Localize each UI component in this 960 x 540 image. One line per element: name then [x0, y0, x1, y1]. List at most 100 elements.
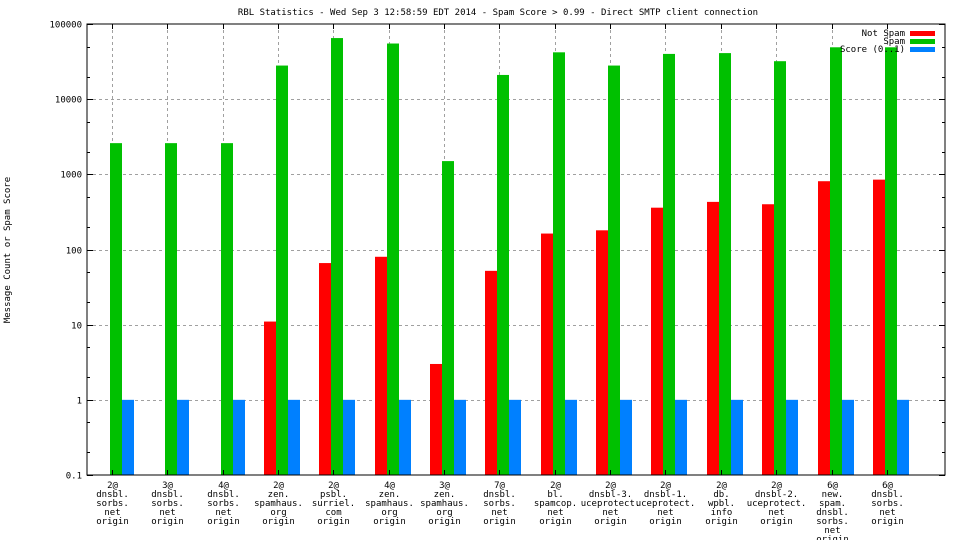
bar-score-0-1	[565, 399, 577, 475]
bar-spam	[165, 143, 177, 475]
bar-not-spam	[873, 179, 885, 475]
x-tick-label: origin	[594, 517, 627, 527]
bar-not-spam	[430, 363, 442, 475]
x-tick-label: new.	[822, 490, 844, 500]
x-tick-label: net	[879, 508, 895, 518]
x-tick-label: 6@	[882, 481, 893, 491]
x-tick-label: net	[824, 526, 840, 536]
x-tick-label: origin	[207, 517, 240, 527]
legend-label: Not Spam	[862, 29, 905, 39]
bar-score-0-1	[509, 399, 521, 475]
x-tick-label: net	[602, 508, 618, 518]
x-tick-label: net	[104, 508, 120, 518]
bar-not-spam	[707, 201, 719, 476]
bar-not-spam	[596, 230, 608, 475]
x-tick-label: 2@	[660, 481, 671, 491]
legend-label: Score (0..1)	[840, 45, 905, 55]
x-tick-label: spamhaus.	[365, 499, 414, 509]
bar-not-spam	[762, 204, 774, 475]
plot-frame	[86, 23, 946, 476]
x-tick-label: surriel.	[312, 499, 355, 509]
x-tick-label: 2@	[328, 481, 339, 491]
x-tick-label: org	[381, 508, 397, 518]
bar-spam	[885, 47, 897, 475]
x-tick-label: dnsbl.	[151, 490, 184, 500]
x-tick-label: uceprotect.	[747, 499, 807, 509]
bar-score-0-1	[731, 399, 743, 475]
x-tick-label: org	[436, 508, 452, 518]
x-tick-label: origin	[649, 517, 682, 527]
x-tick-labels: 2@dnsbl.sorbs.netorigin3@dnsbl.sorbs.net…	[96, 481, 904, 540]
bar-not-spam	[319, 263, 331, 475]
x-tick-label: info	[711, 508, 733, 518]
x-tick-label: 7@	[494, 481, 505, 491]
x-tick-label: spamhaus.	[254, 499, 303, 509]
x-tick-label: origin	[262, 517, 295, 527]
x-tick-label: uceprotect.	[636, 499, 696, 509]
y-tick-label: 100000	[49, 21, 82, 31]
x-tick-label: bl.	[547, 490, 563, 500]
bar-spam	[331, 38, 343, 475]
x-tick-label: sorbs.	[816, 517, 849, 527]
legend-swatch	[910, 39, 935, 44]
x-tick-label: origin	[317, 517, 350, 527]
axis-ticks	[87, 24, 945, 476]
x-tick-label: net	[768, 508, 784, 518]
bar-not-spam	[375, 256, 387, 475]
bar-score-0-1	[343, 399, 355, 475]
bar-spam	[221, 143, 233, 475]
x-tick-label: net	[159, 508, 175, 518]
x-tick-label: 6@	[827, 481, 838, 491]
bar-spam	[719, 53, 731, 476]
x-tick-label: origin	[96, 517, 129, 527]
bar-score-0-1	[675, 399, 687, 475]
y-tick-labels: 0.1 1 10 100 1000 10000 100000	[49, 21, 82, 482]
x-tick-label: 2@	[716, 481, 727, 491]
bar-score-0-1	[786, 399, 798, 475]
x-tick-label: sorbs.	[96, 499, 129, 509]
x-tick-label: sorbs.	[151, 499, 184, 509]
bar-score-0-1	[288, 399, 300, 475]
bar-score-0-1	[122, 399, 134, 475]
x-tick-label: zen.	[379, 490, 401, 500]
x-tick-label: dnsbl-3.	[589, 490, 632, 500]
x-tick-label: dnsbl.	[96, 490, 129, 500]
x-tick-label: dnsbl.	[483, 490, 516, 500]
x-tick-label: com	[325, 508, 341, 518]
x-tick-label: dnsbl.	[871, 490, 904, 500]
bar-spam	[830, 47, 842, 475]
x-tick-label: 4@	[218, 481, 229, 491]
y-axis-label: Message Count or Spam Score	[3, 177, 13, 323]
x-tick-label: dnsbl-2.	[755, 490, 798, 500]
bar-spam	[663, 53, 675, 475]
x-tick-label: sorbs.	[207, 499, 240, 509]
bar-score-0-1	[620, 399, 632, 475]
bar-spam	[387, 43, 399, 475]
legend-swatch	[910, 47, 935, 52]
bar-not-spam	[541, 233, 553, 475]
x-tick-label: 2@	[771, 481, 782, 491]
bar-score-0-1	[454, 399, 466, 475]
x-tick-label: sorbs.	[871, 499, 904, 509]
x-tick-label: db.	[713, 490, 729, 500]
x-tick-label: 2@	[107, 481, 118, 491]
x-tick-label: net	[491, 508, 507, 518]
bar-score-0-1	[177, 399, 189, 475]
bar-spam	[497, 74, 509, 475]
x-tick-label: zen.	[434, 490, 456, 500]
x-tick-label: 2@	[273, 481, 284, 491]
x-tick-label: origin	[373, 517, 406, 527]
y-tick-label: 10	[71, 322, 82, 332]
bar-spam	[276, 65, 288, 475]
legend-swatch	[910, 31, 935, 36]
legend-label: Spam	[883, 37, 905, 47]
y-tick-label: 1	[77, 397, 82, 407]
bars	[110, 38, 909, 476]
x-tick-label: zen.	[268, 490, 290, 500]
y-tick-label: 0.1	[66, 472, 82, 482]
x-tick-label: wpbl.	[708, 499, 735, 509]
x-tick-label: 2@	[550, 481, 561, 491]
x-tick-label: net	[657, 508, 673, 518]
x-tick-label: spamhaus.	[420, 499, 469, 509]
